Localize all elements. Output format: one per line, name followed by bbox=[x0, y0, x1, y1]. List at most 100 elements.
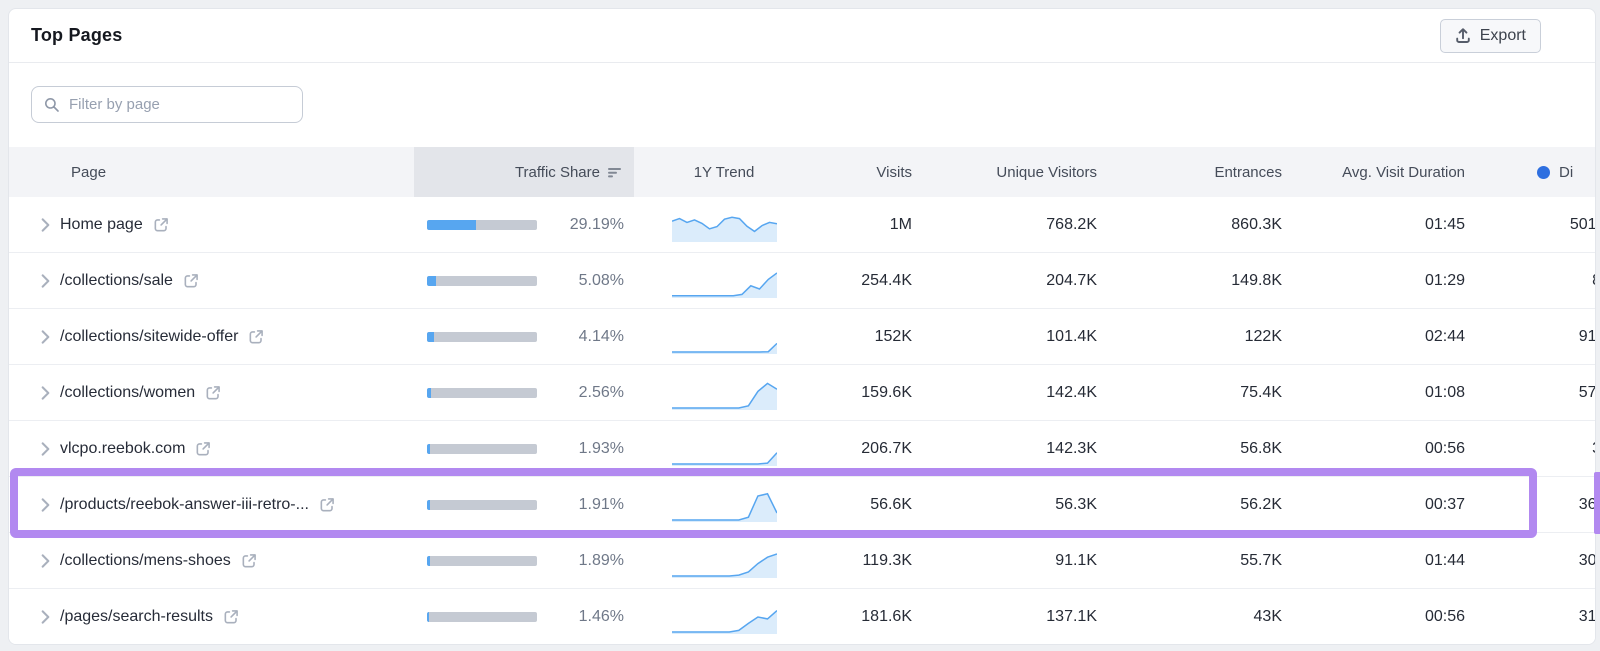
export-button-label: Export bbox=[1479, 26, 1526, 44]
traffic-share-bar-fill bbox=[427, 219, 477, 230]
table-row[interactable]: /collections/mens-shoes 1.89% 119.3K 91.… bbox=[9, 533, 1596, 589]
page-link[interactable]: vlcpo.reebok.com bbox=[60, 439, 186, 457]
page-title: Top Pages bbox=[31, 25, 123, 45]
expand-chevron-icon[interactable] bbox=[41, 273, 50, 288]
expand-chevron-icon[interactable] bbox=[41, 497, 50, 512]
expand-chevron-icon[interactable] bbox=[41, 385, 50, 400]
entrances-value: 56.8K bbox=[1240, 439, 1282, 457]
column-header-traffic-share-label: Traffic Share bbox=[514, 163, 600, 181]
column-header-unique-visitors[interactable]: Unique Visitors bbox=[996, 163, 1097, 181]
expand-chevron-icon[interactable] bbox=[41, 609, 50, 624]
column-header-traffic-share[interactable]: Traffic Share bbox=[414, 147, 634, 197]
table-row[interactable]: Home page 29.19% 1M 768.2K 860.3K 01:45 … bbox=[9, 197, 1596, 253]
traffic-share-bar-fill bbox=[427, 611, 430, 622]
avg-visit-duration-value: 01:08 bbox=[1424, 383, 1465, 401]
filter-input-wrapper[interactable] bbox=[31, 86, 303, 123]
avg-visit-duration-value: 01:29 bbox=[1424, 271, 1465, 289]
filter-input[interactable] bbox=[69, 87, 302, 122]
page-link[interactable]: /collections/sale bbox=[60, 271, 173, 289]
external-link-icon[interactable] bbox=[153, 217, 169, 233]
trend-sparkline bbox=[634, 263, 814, 299]
avg-visit-duration-value: 01:45 bbox=[1424, 215, 1465, 233]
unique-visitors-value: 768.2K bbox=[1046, 215, 1097, 233]
page-link[interactable]: /collections/mens-shoes bbox=[60, 551, 231, 569]
direct-value: 501. bbox=[1569, 215, 1596, 233]
top-pages-card: Top Pages Export Page Traffic Share bbox=[8, 8, 1596, 645]
expand-chevron-icon[interactable] bbox=[41, 553, 50, 568]
table-header-row: Page Traffic Share 1Y Trend Visits Uniqu… bbox=[9, 147, 1595, 197]
traffic-share-value: 1.46% bbox=[578, 607, 624, 625]
entrances-value: 43K bbox=[1253, 607, 1282, 625]
traffic-share-bar bbox=[427, 611, 537, 622]
external-link-icon[interactable] bbox=[205, 385, 221, 401]
direct-value: 91. bbox=[1578, 327, 1596, 345]
trend-sparkline bbox=[634, 207, 814, 243]
traffic-share-value: 1.93% bbox=[578, 439, 624, 457]
column-header-avg-visit-duration[interactable]: Avg. Visit Duration bbox=[1342, 163, 1465, 181]
visits-value: 56.6K bbox=[870, 495, 912, 513]
table-row[interactable]: /collections/women 2.56% 159.6K 142.4K 7… bbox=[9, 365, 1595, 421]
expand-chevron-icon[interactable] bbox=[41, 329, 50, 344]
avg-visit-duration-value: 02:44 bbox=[1424, 327, 1465, 345]
unique-visitors-value: 142.3K bbox=[1046, 439, 1097, 457]
external-link-icon[interactable] bbox=[195, 441, 211, 457]
trend-sparkline bbox=[634, 487, 814, 523]
avg-visit-duration-value: 00:56 bbox=[1424, 607, 1465, 625]
table-row[interactable]: /collections/sale 5.08% 254.4K 204.7K 14… bbox=[9, 253, 1595, 309]
search-icon bbox=[45, 97, 59, 112]
traffic-share-value: 29.19% bbox=[569, 215, 624, 233]
column-header-page[interactable]: Page bbox=[71, 163, 107, 181]
expand-chevron-icon[interactable] bbox=[41, 441, 50, 456]
external-link-icon[interactable] bbox=[223, 609, 239, 625]
unique-visitors-value: 101.4K bbox=[1046, 327, 1097, 345]
column-header-direct-label: Di bbox=[1559, 163, 1574, 181]
traffic-share-bar bbox=[427, 555, 537, 566]
page-link[interactable]: /pages/search-results bbox=[60, 607, 213, 625]
avg-visit-duration-value: 00:56 bbox=[1424, 439, 1465, 457]
sort-desc-icon bbox=[608, 167, 621, 177]
traffic-share-value: 4.14% bbox=[578, 327, 624, 345]
traffic-share-bar bbox=[427, 443, 537, 454]
table-row[interactable]: vlcpo.reebok.com 1.93% 206.7K 142.3K 56.… bbox=[9, 421, 1595, 477]
column-header-entrances[interactable]: Entrances bbox=[1214, 163, 1282, 181]
external-link-icon[interactable] bbox=[248, 329, 264, 345]
traffic-share-bar-fill bbox=[427, 555, 431, 566]
expand-chevron-icon[interactable] bbox=[41, 217, 50, 232]
external-link-icon[interactable] bbox=[241, 553, 257, 569]
column-header-direct[interactable]: Di bbox=[1477, 163, 1595, 181]
column-header-visits[interactable]: Visits bbox=[876, 163, 912, 181]
page-link[interactable]: /collections/women bbox=[60, 383, 196, 401]
export-button[interactable]: Export bbox=[1439, 18, 1541, 53]
filter-bar bbox=[9, 63, 1595, 147]
unique-visitors-value: 91.1K bbox=[1055, 551, 1097, 569]
traffic-share-bar bbox=[427, 387, 537, 398]
traffic-share-bar-fill bbox=[427, 443, 431, 454]
traffic-share-bar bbox=[427, 275, 537, 286]
visits-value: 159.6K bbox=[861, 383, 912, 401]
direct-value: 31. bbox=[1578, 607, 1596, 625]
trend-sparkline bbox=[634, 431, 814, 467]
external-link-icon[interactable] bbox=[183, 273, 199, 289]
entrances-value: 75.4K bbox=[1240, 383, 1282, 401]
table-body: Home page 29.19% 1M 768.2K 860.3K 01:45 … bbox=[9, 197, 1596, 644]
table-row[interactable]: /products/reebok-answer-iii-retro-... 1.… bbox=[9, 477, 1595, 533]
visits-value: 119.3K bbox=[862, 551, 912, 569]
unique-visitors-value: 137.1K bbox=[1046, 607, 1097, 625]
traffic-share-value: 1.91% bbox=[578, 495, 624, 513]
visits-value: 152K bbox=[874, 327, 912, 345]
visits-value: 181.6K bbox=[861, 607, 912, 625]
table-row[interactable]: /collections/sitewide-offer 4.14% 152K 1… bbox=[9, 309, 1596, 365]
table-row[interactable]: /pages/search-results 1.46% 181.6K 137.1… bbox=[9, 589, 1596, 644]
direct-value: 3 bbox=[1477, 440, 1595, 458]
direct-value: 30. bbox=[1578, 551, 1596, 569]
page-link[interactable]: Home page bbox=[60, 215, 143, 233]
page-link[interactable]: /products/reebok-answer-iii-retro-... bbox=[60, 495, 309, 513]
trend-sparkline bbox=[634, 599, 814, 635]
traffic-share-bar-fill bbox=[427, 275, 436, 286]
unique-visitors-value: 56.3K bbox=[1055, 495, 1097, 513]
direct-legend-dot-icon bbox=[1537, 165, 1550, 179]
page-link[interactable]: /collections/sitewide-offer bbox=[60, 327, 239, 345]
visits-value: 254.4K bbox=[861, 271, 912, 289]
column-header-1y-trend[interactable]: 1Y Trend bbox=[693, 163, 755, 181]
external-link-icon[interactable] bbox=[319, 497, 335, 513]
